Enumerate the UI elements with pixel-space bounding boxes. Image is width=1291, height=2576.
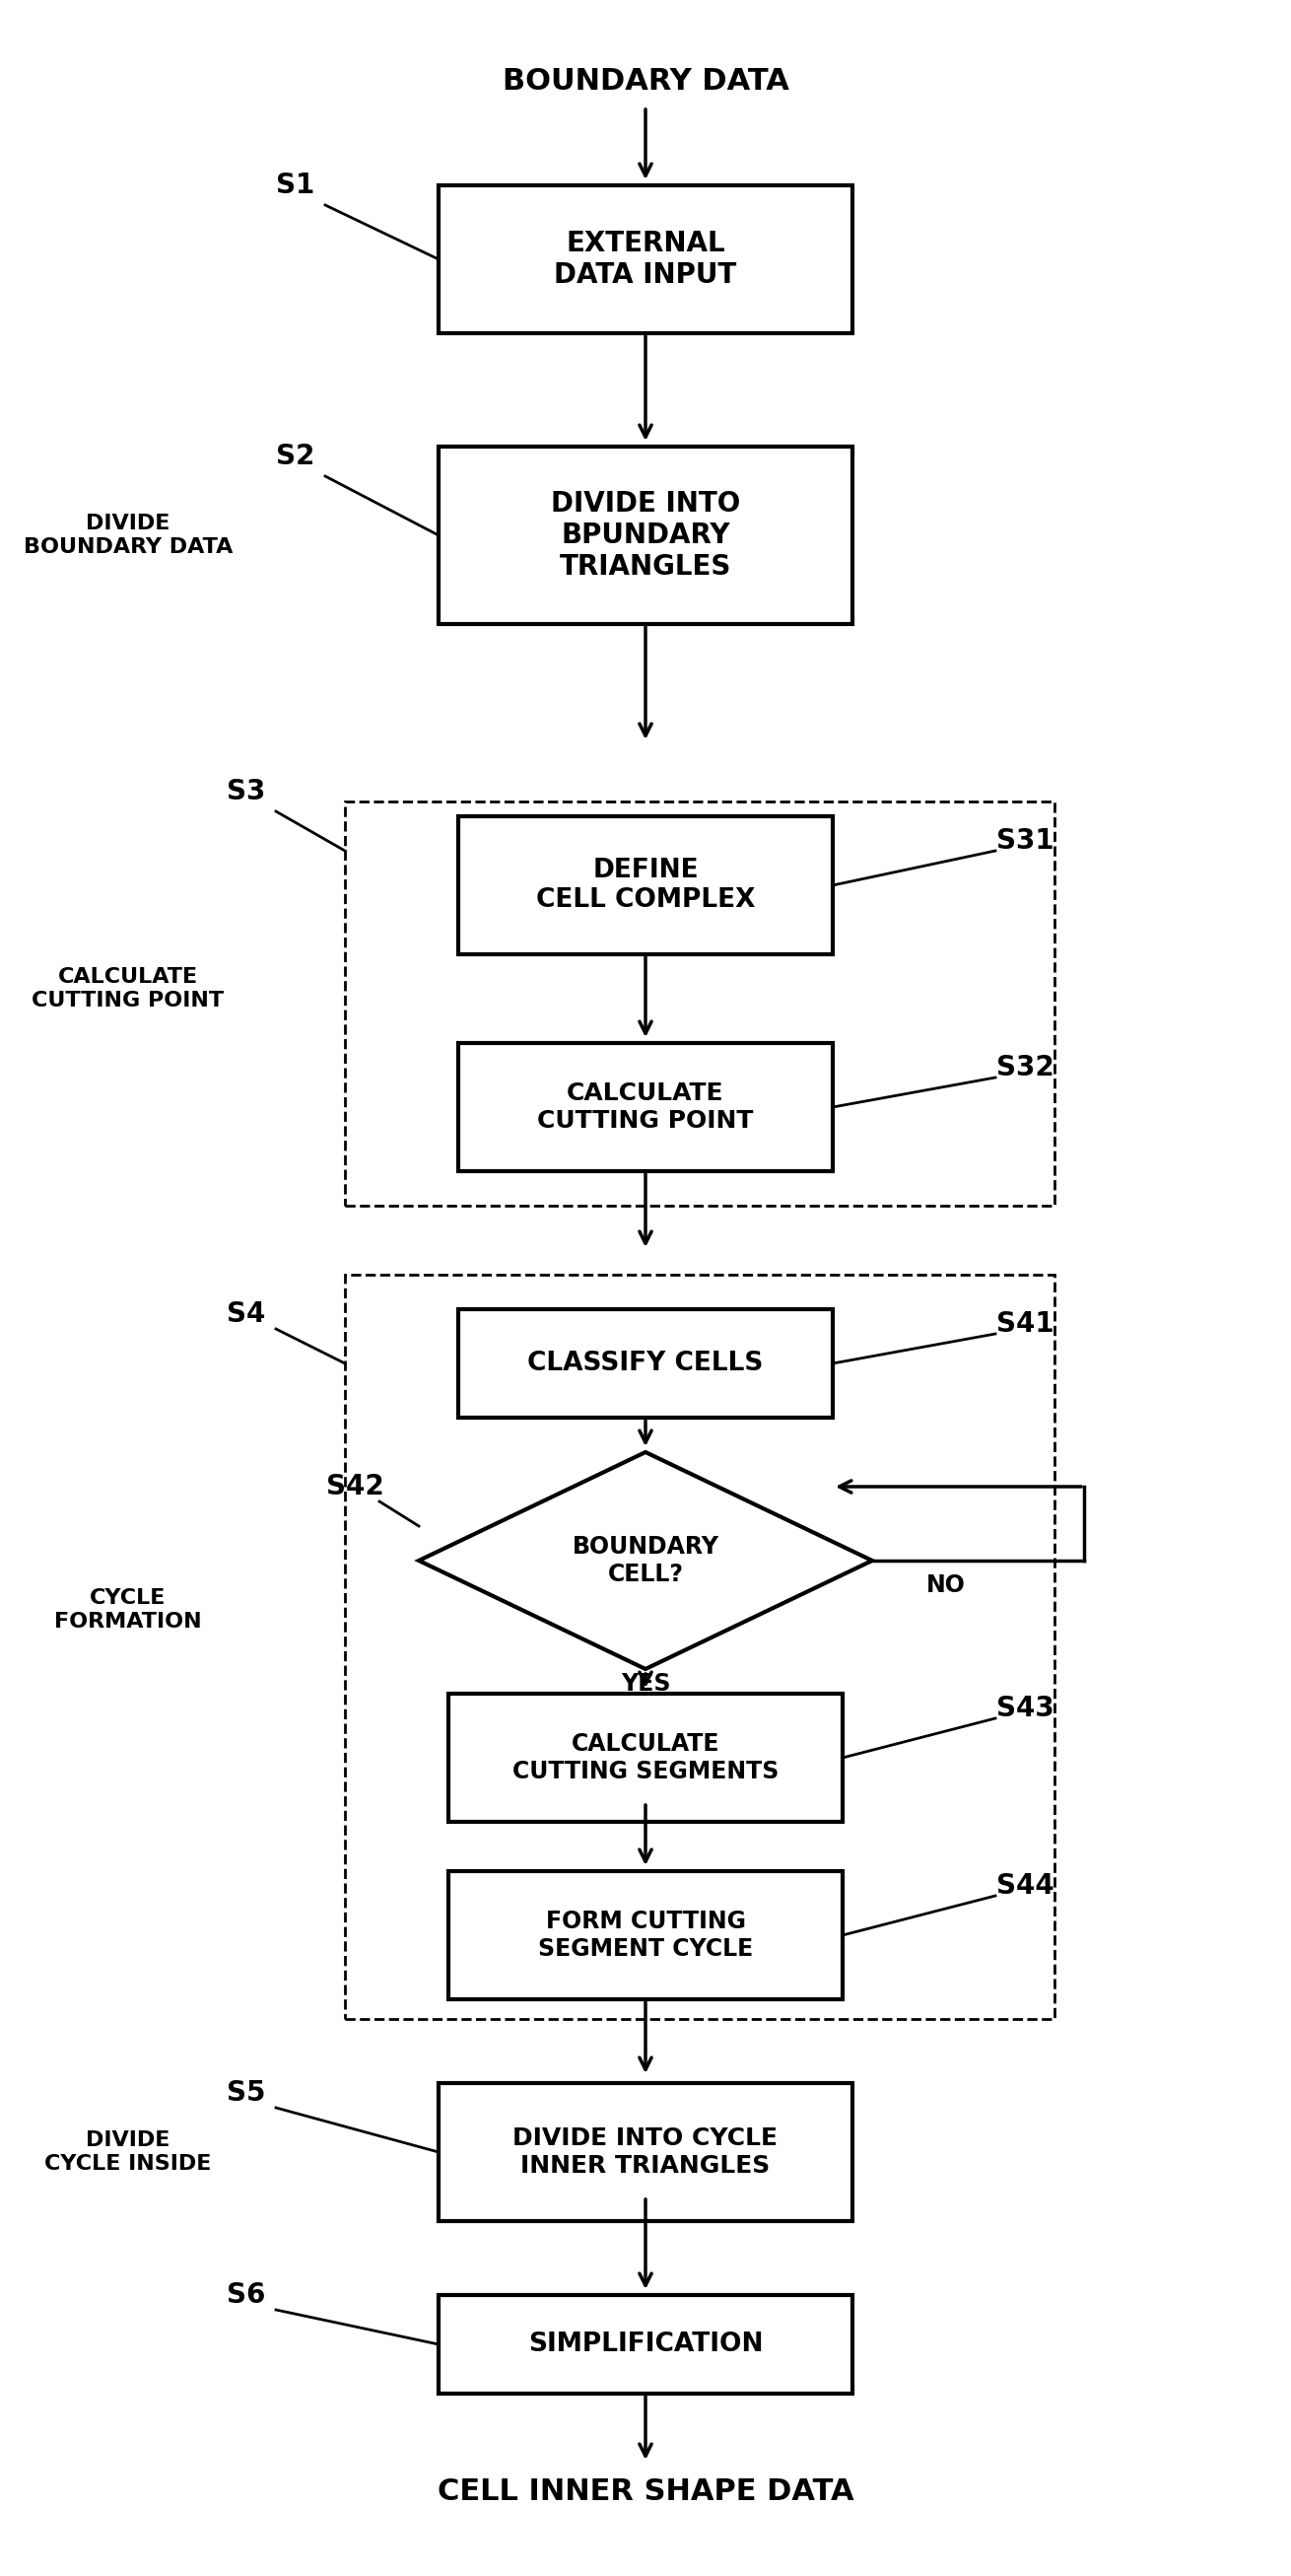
Text: S32: S32 [995,1054,1053,1082]
Bar [439,2084,852,2221]
Bar [458,1309,833,1417]
Text: S41: S41 [997,1311,1053,1337]
Bar [448,1692,843,1821]
Text: DIVIDE
CYCLE INSIDE: DIVIDE CYCLE INSIDE [45,2130,212,2174]
Bar [458,1043,833,1172]
Text: S1: S1 [276,173,315,198]
Bar [439,185,852,332]
Text: S43: S43 [995,1695,1053,1723]
Text: CALCULATE
CUTTING POINT: CALCULATE CUTTING POINT [537,1082,754,1133]
Bar [345,801,1055,1206]
Text: FORM CUTTING
SEGMENT CYCLE: FORM CUTTING SEGMENT CYCLE [538,1909,753,1960]
Bar [439,2295,852,2393]
Text: S2: S2 [276,443,315,471]
Text: DIVIDE INTO
BPUNDARY
TRIANGLES: DIVIDE INTO BPUNDARY TRIANGLES [551,489,740,582]
Text: SIMPLIFICATION: SIMPLIFICATION [528,2331,763,2357]
Text: S6: S6 [227,2282,266,2308]
Text: S3: S3 [227,778,266,806]
Text: YES: YES [621,1672,670,1695]
Text: DIVIDE INTO CYCLE
INNER TRIANGLES: DIVIDE INTO CYCLE INNER TRIANGLES [513,2128,778,2177]
Bar [458,817,833,953]
Text: BOUNDARY
CELL?: BOUNDARY CELL? [572,1535,719,1587]
Text: S4: S4 [227,1301,266,1327]
Text: S5: S5 [227,2079,266,2107]
Text: DIVIDE
BOUNDARY DATA: DIVIDE BOUNDARY DATA [23,515,232,556]
Text: CLASSIFY CELLS: CLASSIFY CELLS [528,1350,763,1376]
Text: S42: S42 [325,1473,383,1499]
Text: CYCLE
FORMATION: CYCLE FORMATION [54,1589,201,1631]
Bar [439,446,852,623]
Bar [345,1275,1055,2020]
Text: CALCULATE
CUTTING SEGMENTS: CALCULATE CUTTING SEGMENTS [513,1731,778,1783]
Polygon shape [418,1453,873,1669]
Text: DEFINE
CELL COMPLEX: DEFINE CELL COMPLEX [536,858,755,912]
Text: S44: S44 [995,1873,1053,1899]
Bar [448,1870,843,1999]
Text: CALCULATE
CUTTING POINT: CALCULATE CUTTING POINT [32,969,225,1010]
Text: EXTERNAL
DATA INPUT: EXTERNAL DATA INPUT [554,229,737,289]
Text: S31: S31 [997,827,1053,855]
Text: BOUNDARY DATA: BOUNDARY DATA [502,67,789,95]
Text: NO: NO [927,1574,966,1597]
Text: CELL INNER SHAPE DATA: CELL INNER SHAPE DATA [438,2478,853,2506]
